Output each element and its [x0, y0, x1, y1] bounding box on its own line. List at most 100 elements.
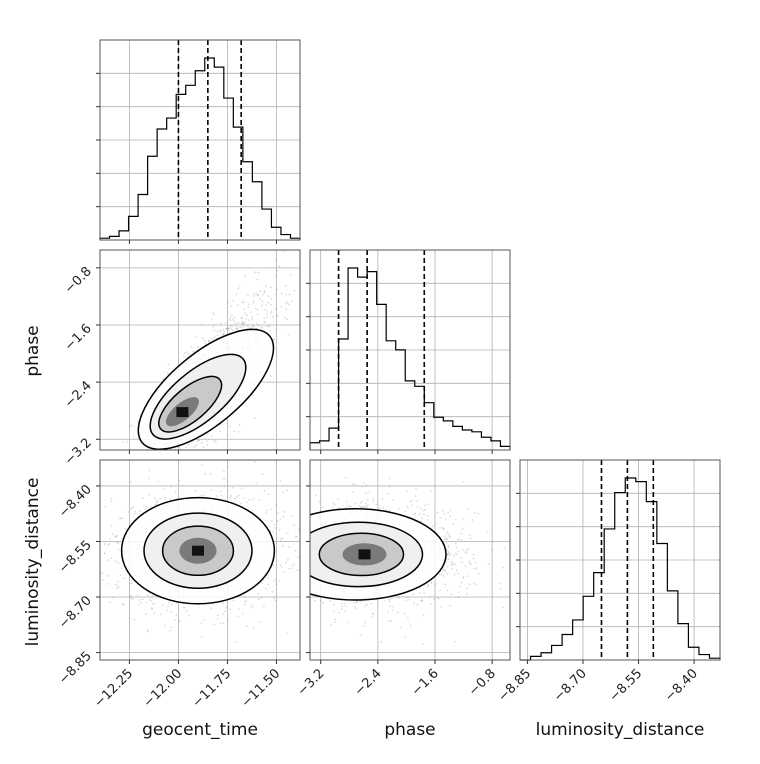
scatter-point — [247, 306, 250, 308]
scatter-point — [365, 502, 367, 504]
scatter-point — [427, 515, 429, 517]
scatter-point — [256, 292, 259, 295]
scatter-point — [164, 496, 167, 499]
scatter-point — [204, 342, 207, 345]
scatter-point — [389, 605, 392, 608]
scatter-point — [233, 430, 236, 433]
scatter-point — [132, 435, 135, 438]
scatter-point — [392, 499, 395, 502]
scatter-point — [208, 341, 211, 343]
scatter-point — [457, 591, 460, 593]
scatter-point — [388, 485, 391, 488]
scatter-point — [108, 583, 110, 585]
scatter-point — [444, 569, 447, 572]
scatter-point — [439, 527, 441, 529]
scatter-point — [284, 284, 287, 287]
scatter-point — [166, 609, 169, 612]
scatter-point — [204, 339, 206, 342]
scatter-point — [286, 532, 289, 534]
scatter-point — [215, 440, 217, 443]
x-label-geocent-time: geocent_time — [142, 720, 258, 740]
scatter-point — [430, 581, 433, 584]
scatter-point — [278, 580, 280, 583]
scatter-point — [280, 305, 283, 308]
scatter-point — [293, 563, 295, 566]
scatter-point — [334, 618, 337, 621]
scatter-point — [221, 477, 224, 480]
scatter-point — [242, 321, 245, 324]
scatter-point — [427, 503, 429, 506]
scatter-point — [114, 560, 117, 562]
scatter-point — [344, 610, 346, 613]
scatter-point — [229, 319, 232, 322]
scatter-point — [291, 515, 294, 517]
scatter-point — [212, 326, 215, 328]
scatter-point — [345, 500, 348, 503]
scatter-point — [111, 533, 114, 536]
scatter-point — [454, 542, 457, 545]
scatter-point — [297, 556, 300, 558]
scatter-point — [267, 577, 270, 579]
scatter-point — [250, 606, 253, 609]
scatter-point — [251, 604, 254, 607]
scatter-point — [110, 497, 113, 500]
scatter-point — [453, 640, 456, 643]
scatter-point — [433, 598, 436, 600]
scatter-point — [375, 503, 378, 506]
scatter-point — [286, 632, 288, 635]
scatter-point — [355, 600, 358, 603]
scatter-point — [117, 561, 120, 564]
scatter-point — [222, 333, 225, 336]
scatter-point — [151, 595, 154, 597]
scatter-point — [490, 548, 493, 551]
scatter-point — [446, 566, 449, 568]
scatter-point — [265, 303, 267, 306]
scatter-point — [261, 300, 264, 302]
scatter-point — [187, 443, 190, 446]
scatter-point — [223, 470, 225, 472]
scatter-point — [241, 301, 244, 304]
scatter-point — [263, 291, 266, 294]
scatter-point — [442, 568, 445, 571]
scatter-point — [251, 318, 253, 321]
scatter-point — [365, 506, 368, 509]
scatter-point — [124, 527, 127, 530]
scatter-point — [276, 288, 278, 291]
scatter-point — [404, 510, 407, 513]
scatter-point — [225, 328, 228, 330]
scatter-point — [332, 502, 335, 505]
scatter-point — [131, 424, 133, 427]
scatter-point — [261, 581, 264, 584]
scatter-point — [226, 619, 229, 621]
scatter-point — [419, 592, 421, 594]
scatter-point — [187, 352, 190, 355]
scatter-point — [168, 629, 171, 632]
scatter-point — [157, 480, 160, 483]
scatter-point — [131, 506, 134, 509]
scatter-point — [251, 316, 253, 318]
scatter-point — [283, 511, 285, 513]
scatter-point — [453, 554, 456, 557]
scatter-point — [413, 602, 415, 605]
scatter-point — [486, 531, 489, 534]
scatter-point — [134, 510, 137, 513]
scatter-point — [291, 300, 293, 303]
scatter-point — [132, 505, 135, 508]
scatter-point — [219, 622, 222, 624]
scatter-point — [446, 553, 449, 556]
scatter-point — [223, 485, 226, 488]
scatter-point — [410, 504, 413, 507]
scatter-point — [252, 498, 255, 500]
scatter-point — [138, 604, 140, 606]
scatter-point — [159, 498, 161, 500]
scatter-point — [110, 500, 112, 503]
scatter-point — [200, 622, 203, 624]
scatter-point — [148, 477, 150, 480]
scatter-point — [155, 503, 157, 505]
scatter-point — [450, 561, 453, 564]
scatter-point — [447, 552, 449, 555]
scatter-point — [222, 333, 225, 335]
scatter-point — [256, 308, 259, 311]
scatter-point — [228, 425, 231, 428]
scatter-point — [267, 301, 270, 304]
